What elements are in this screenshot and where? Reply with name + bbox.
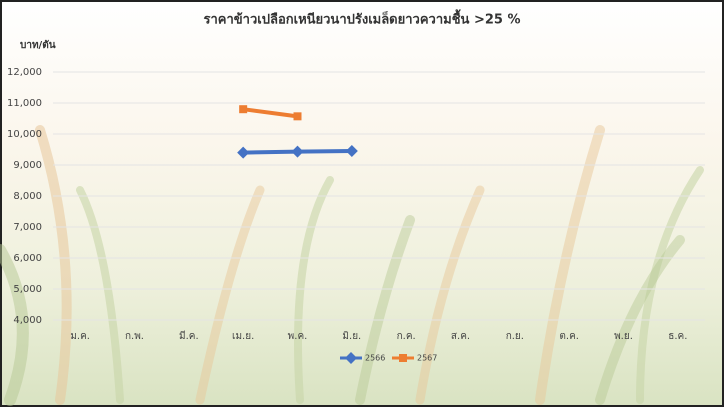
x-tick-label: ม.ค. — [70, 331, 90, 342]
x-tick-label: พ.ย. — [614, 331, 633, 342]
x-tick-label: ก.พ. — [125, 331, 144, 342]
y-axis-label: บาท/ตัน — [20, 39, 56, 51]
legend-label: 2566 — [365, 354, 385, 363]
data-point — [294, 112, 302, 120]
y-tick-label: 6,000 — [13, 253, 42, 264]
legend-label: 2567 — [417, 354, 437, 363]
y-tick-label: 4,000 — [13, 315, 42, 326]
x-tick-label: มี.ค. — [179, 330, 199, 342]
y-tick-label: 8,000 — [13, 191, 42, 202]
x-tick-label: พ.ค. — [288, 331, 308, 342]
x-tick-label: ก.ย. — [506, 331, 524, 342]
y-tick-label: 5,000 — [13, 284, 42, 295]
x-tick-label: ต.ค. — [559, 331, 579, 342]
x-tick-label: มิ.ย. — [342, 331, 361, 342]
y-tick-label: 9,000 — [13, 160, 42, 171]
data-point — [239, 105, 247, 113]
y-tick-label: 11,000 — [7, 98, 42, 109]
legend-marker — [399, 354, 407, 362]
x-tick-label: ก.ค. — [397, 331, 416, 342]
y-tick-label: 7,000 — [13, 222, 42, 233]
x-tick-label: ส.ค. — [451, 331, 470, 342]
y-tick-label: 12,000 — [7, 67, 42, 78]
chart: ราคาข้าวเปลือกเหนียวนาปรังเมล็ดยาวความชื… — [0, 0, 724, 407]
y-tick-label: 10,000 — [7, 129, 42, 140]
x-tick-label: เม.ย. — [232, 331, 254, 342]
x-tick-label: ธ.ค. — [668, 331, 687, 342]
